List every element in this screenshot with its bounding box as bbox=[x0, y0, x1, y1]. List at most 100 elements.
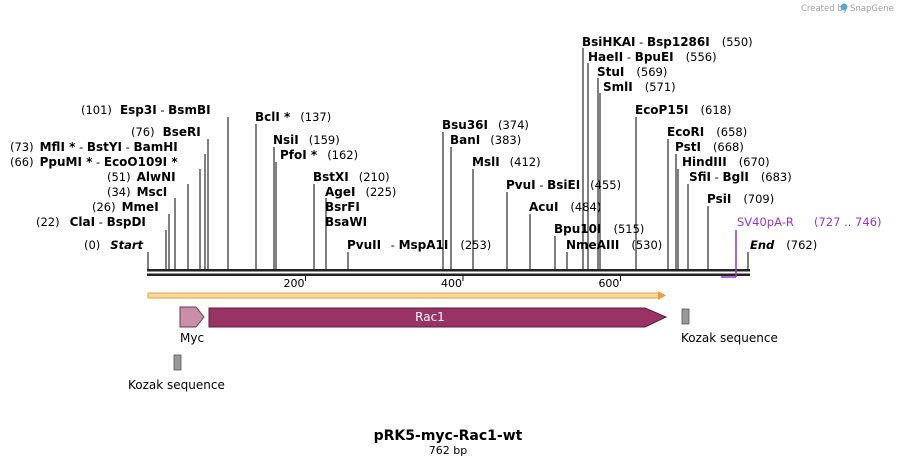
site-name-pvui: PvuI bbox=[506, 178, 536, 192]
site-pos-acui: (484) bbox=[570, 200, 601, 214]
site-label-clai[interactable]: (22) ClaI - BspDI bbox=[36, 215, 146, 229]
site-label-pvui[interactable]: PvuI - BsiEI (455) bbox=[506, 178, 621, 192]
site-pos-alwni: (51) bbox=[107, 170, 131, 184]
site-label-msci[interactable]: (34) MscI bbox=[107, 185, 167, 199]
site-label-bstxi[interactable]: BstXI (210) bbox=[313, 170, 390, 184]
orf-bar[interactable] bbox=[147, 292, 661, 299]
map-title: pRK5-myc-Rac1-wt bbox=[374, 428, 523, 444]
site-pos-psii: (709) bbox=[743, 192, 774, 206]
site-name-end: End bbox=[750, 238, 775, 252]
site-name-ppumi: PpuMI * bbox=[40, 155, 94, 169]
site-name-msli: MslI bbox=[472, 155, 500, 169]
rac1-feature[interactable] bbox=[208, 307, 668, 328]
site-pos-bsihkai: (550) bbox=[722, 35, 753, 49]
site-name-start: Start bbox=[110, 238, 143, 252]
site-pos-bsu36i: (374) bbox=[498, 118, 529, 132]
site-pos-psti: (668) bbox=[713, 140, 744, 154]
site-label-acui[interactable]: AcuI (484) bbox=[529, 200, 601, 214]
site-label-end[interactable]: End (762) bbox=[750, 238, 817, 252]
primer-name: SV40pA-R bbox=[737, 215, 794, 229]
site-name-stui: StuI bbox=[597, 65, 624, 79]
site-name-esp3i: Esp3I bbox=[120, 103, 157, 117]
site-name-bgli: BglI bbox=[722, 170, 748, 184]
site-label-sfii[interactable]: SfiI - BglI (683) bbox=[689, 170, 792, 184]
site-pos-hindiii: (670) bbox=[739, 155, 770, 169]
site-label-haeii[interactable]: HaeII - BpuEI (556) bbox=[588, 50, 717, 64]
site-label-smli[interactable]: SmlI (571) bbox=[603, 80, 676, 94]
site-name-bsawi[interactable]: BsaWI bbox=[325, 215, 367, 229]
site-pos-clai: (22) bbox=[36, 215, 60, 229]
site-name-mspa1i: MspA1I bbox=[399, 238, 449, 252]
backbone-bottom-strand bbox=[147, 273, 750, 276]
myc-feature[interactable] bbox=[179, 306, 205, 328]
site-pos-mfli: (73) bbox=[10, 140, 34, 154]
site-name-bani: BanI bbox=[450, 133, 480, 147]
site-label-msli[interactable]: MslI (412) bbox=[472, 155, 541, 169]
site-pos-bstxi: (210) bbox=[359, 170, 390, 184]
site-pos-agei: (225) bbox=[365, 185, 396, 199]
site-label-bsihkai[interactable]: BsiHKAI - Bsp1286I (550) bbox=[582, 35, 753, 49]
site-label-psii[interactable]: PsiI (709) bbox=[707, 192, 774, 206]
site-name-psii: PsiI bbox=[707, 192, 731, 206]
site-name-bamhi: BamHI bbox=[134, 140, 178, 154]
site-pos-nsii: (159) bbox=[309, 133, 340, 147]
site-name-mmei: MmeI bbox=[122, 200, 159, 214]
site-label-alwni[interactable]: (51) AlwNI bbox=[107, 170, 176, 184]
site-pos-pvui: (455) bbox=[590, 178, 621, 192]
myc-label: Myc bbox=[180, 331, 204, 345]
site-pos-bseri: (76) bbox=[131, 125, 155, 139]
site-label-pfoi[interactable]: PfoI * (162) bbox=[280, 148, 358, 162]
site-name-msci: MscI bbox=[137, 185, 168, 199]
site-label-esp3i[interactable]: (101) Esp3I - BsmBI bbox=[81, 103, 211, 117]
site-name-bsrfi[interactable]: BsrFI bbox=[325, 200, 360, 214]
site-name-nmeaiii: NmeAIII bbox=[566, 238, 619, 252]
orf-arrow-icon bbox=[658, 291, 666, 300]
kozak-right-feature[interactable] bbox=[681, 308, 690, 325]
site-label-bseri[interactable]: (76) BseRI bbox=[131, 125, 201, 139]
site-name-mfli: MflI * bbox=[40, 140, 76, 154]
site-label-agei[interactable]: AgeI (225) bbox=[325, 185, 396, 199]
site-name-agei: AgeI bbox=[325, 185, 355, 199]
site-pos-stui: (569) bbox=[636, 65, 667, 79]
site-label-bani[interactable]: BanI (383) bbox=[450, 133, 521, 147]
site-label-bsu36i[interactable]: Bsu36I (374) bbox=[442, 118, 529, 132]
brand-name: SnapGene bbox=[850, 4, 894, 14]
site-label-hindiii[interactable]: HindIII (670) bbox=[682, 155, 770, 169]
site-name-hindiii: HindIII bbox=[682, 155, 727, 169]
site-label-ecop15i[interactable]: EcoP15I (618) bbox=[635, 103, 731, 117]
site-name-bsp1286i: Bsp1286I bbox=[647, 35, 710, 49]
site-pos-esp3i: (101) bbox=[81, 103, 112, 117]
site-name-bsu36i: Bsu36I bbox=[442, 118, 488, 132]
site-label-bcli[interactable]: BclI * (137) bbox=[255, 110, 331, 124]
site-label-psti[interactable]: PstI (668) bbox=[675, 140, 744, 154]
site-label-ppumi[interactable]: (66) PpuMI * - EcoO109I * bbox=[10, 155, 178, 169]
site-pos-start: (0) bbox=[84, 238, 100, 252]
site-name-ecop15i: EcoP15I bbox=[635, 103, 689, 117]
snapgene-brand: Created by SnapGene bbox=[801, 3, 894, 14]
site-label-nsii[interactable]: NsiI (159) bbox=[273, 133, 340, 147]
primer-sv40pa-r[interactable]: SV40pA-R (727 .. 746) bbox=[721, 215, 882, 278]
site-label-mmei[interactable]: (26) MmeI bbox=[92, 200, 159, 214]
site-label-bpu10i[interactable]: Bpu10I (515) bbox=[554, 222, 644, 236]
site-name-ecoo109i: EcoO109I * bbox=[104, 155, 178, 169]
site-name-acui: AcuI bbox=[529, 200, 558, 214]
kozak-right-label: Kozak sequence bbox=[681, 331, 778, 345]
site-label-stui[interactable]: StuI (569) bbox=[597, 65, 667, 79]
site-name-ecori: EcoRI bbox=[667, 125, 704, 139]
snapgene-logo-icon bbox=[840, 3, 848, 11]
kozak-left-feature[interactable] bbox=[173, 354, 182, 371]
rac1-label: Rac1 bbox=[415, 310, 445, 324]
site-name-pvuii: PvuII bbox=[347, 238, 381, 252]
site-name-clai: ClaI bbox=[70, 215, 95, 229]
site-pos-pvuii: (253) bbox=[460, 238, 491, 252]
site-label-nmeaiii[interactable]: NmeAIII (530) bbox=[566, 238, 662, 252]
site-label-mfli[interactable]: (73) MflI * - BstYI - BamHI bbox=[10, 140, 178, 154]
kozak-left-label: Kozak sequence bbox=[128, 378, 225, 392]
site-label-ecori[interactable]: EcoRI (658) bbox=[667, 125, 747, 139]
backbone-top-strand bbox=[147, 269, 750, 272]
site-name-sfii: SfiI bbox=[689, 170, 711, 184]
site-label-pvuii[interactable]: PvuII - MspA1I (253) bbox=[347, 238, 491, 252]
site-name-bsihkai: BsiHKAI bbox=[582, 35, 636, 49]
site-label-start[interactable]: (0) Start bbox=[84, 238, 144, 252]
site-name-bstyi: BstYI bbox=[87, 140, 122, 154]
